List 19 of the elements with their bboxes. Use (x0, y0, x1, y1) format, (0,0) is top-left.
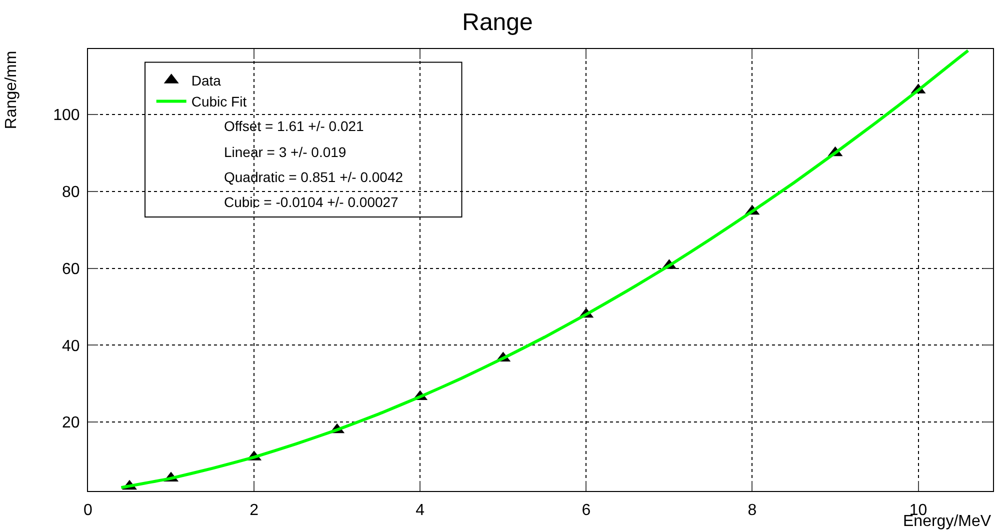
y-axis-title: Range/mm (3, 50, 20, 130)
x-tick-label: 4 (416, 502, 425, 520)
annotation: Linear = 3 +/- 0.019 (224, 144, 346, 160)
annotation: Cubic = -0.0104 +/- 0.00027 (224, 194, 399, 210)
y-tick-label: 20 (62, 414, 80, 432)
x-tick-label: 8 (748, 502, 757, 520)
annotation: Quadratic = 0.851 +/- 0.0042 (224, 169, 404, 185)
legend-label: Data (191, 72, 222, 89)
x-tick-label: 6 (582, 502, 591, 520)
legend-label: Cubic Fit (191, 94, 247, 110)
x-tick-label: 2 (250, 502, 259, 520)
y-tick-label: 60 (62, 260, 80, 278)
y-tick-label: 40 (62, 338, 80, 355)
y-tick-label: 100 (53, 107, 80, 124)
y-tick-label: 80 (62, 184, 80, 201)
annotation: Offset = 1.61 +/- 0.021 (224, 118, 364, 134)
x-tick-label: 0 (84, 502, 93, 520)
line-series (120, 49, 970, 490)
chart-title: Range (462, 9, 533, 36)
